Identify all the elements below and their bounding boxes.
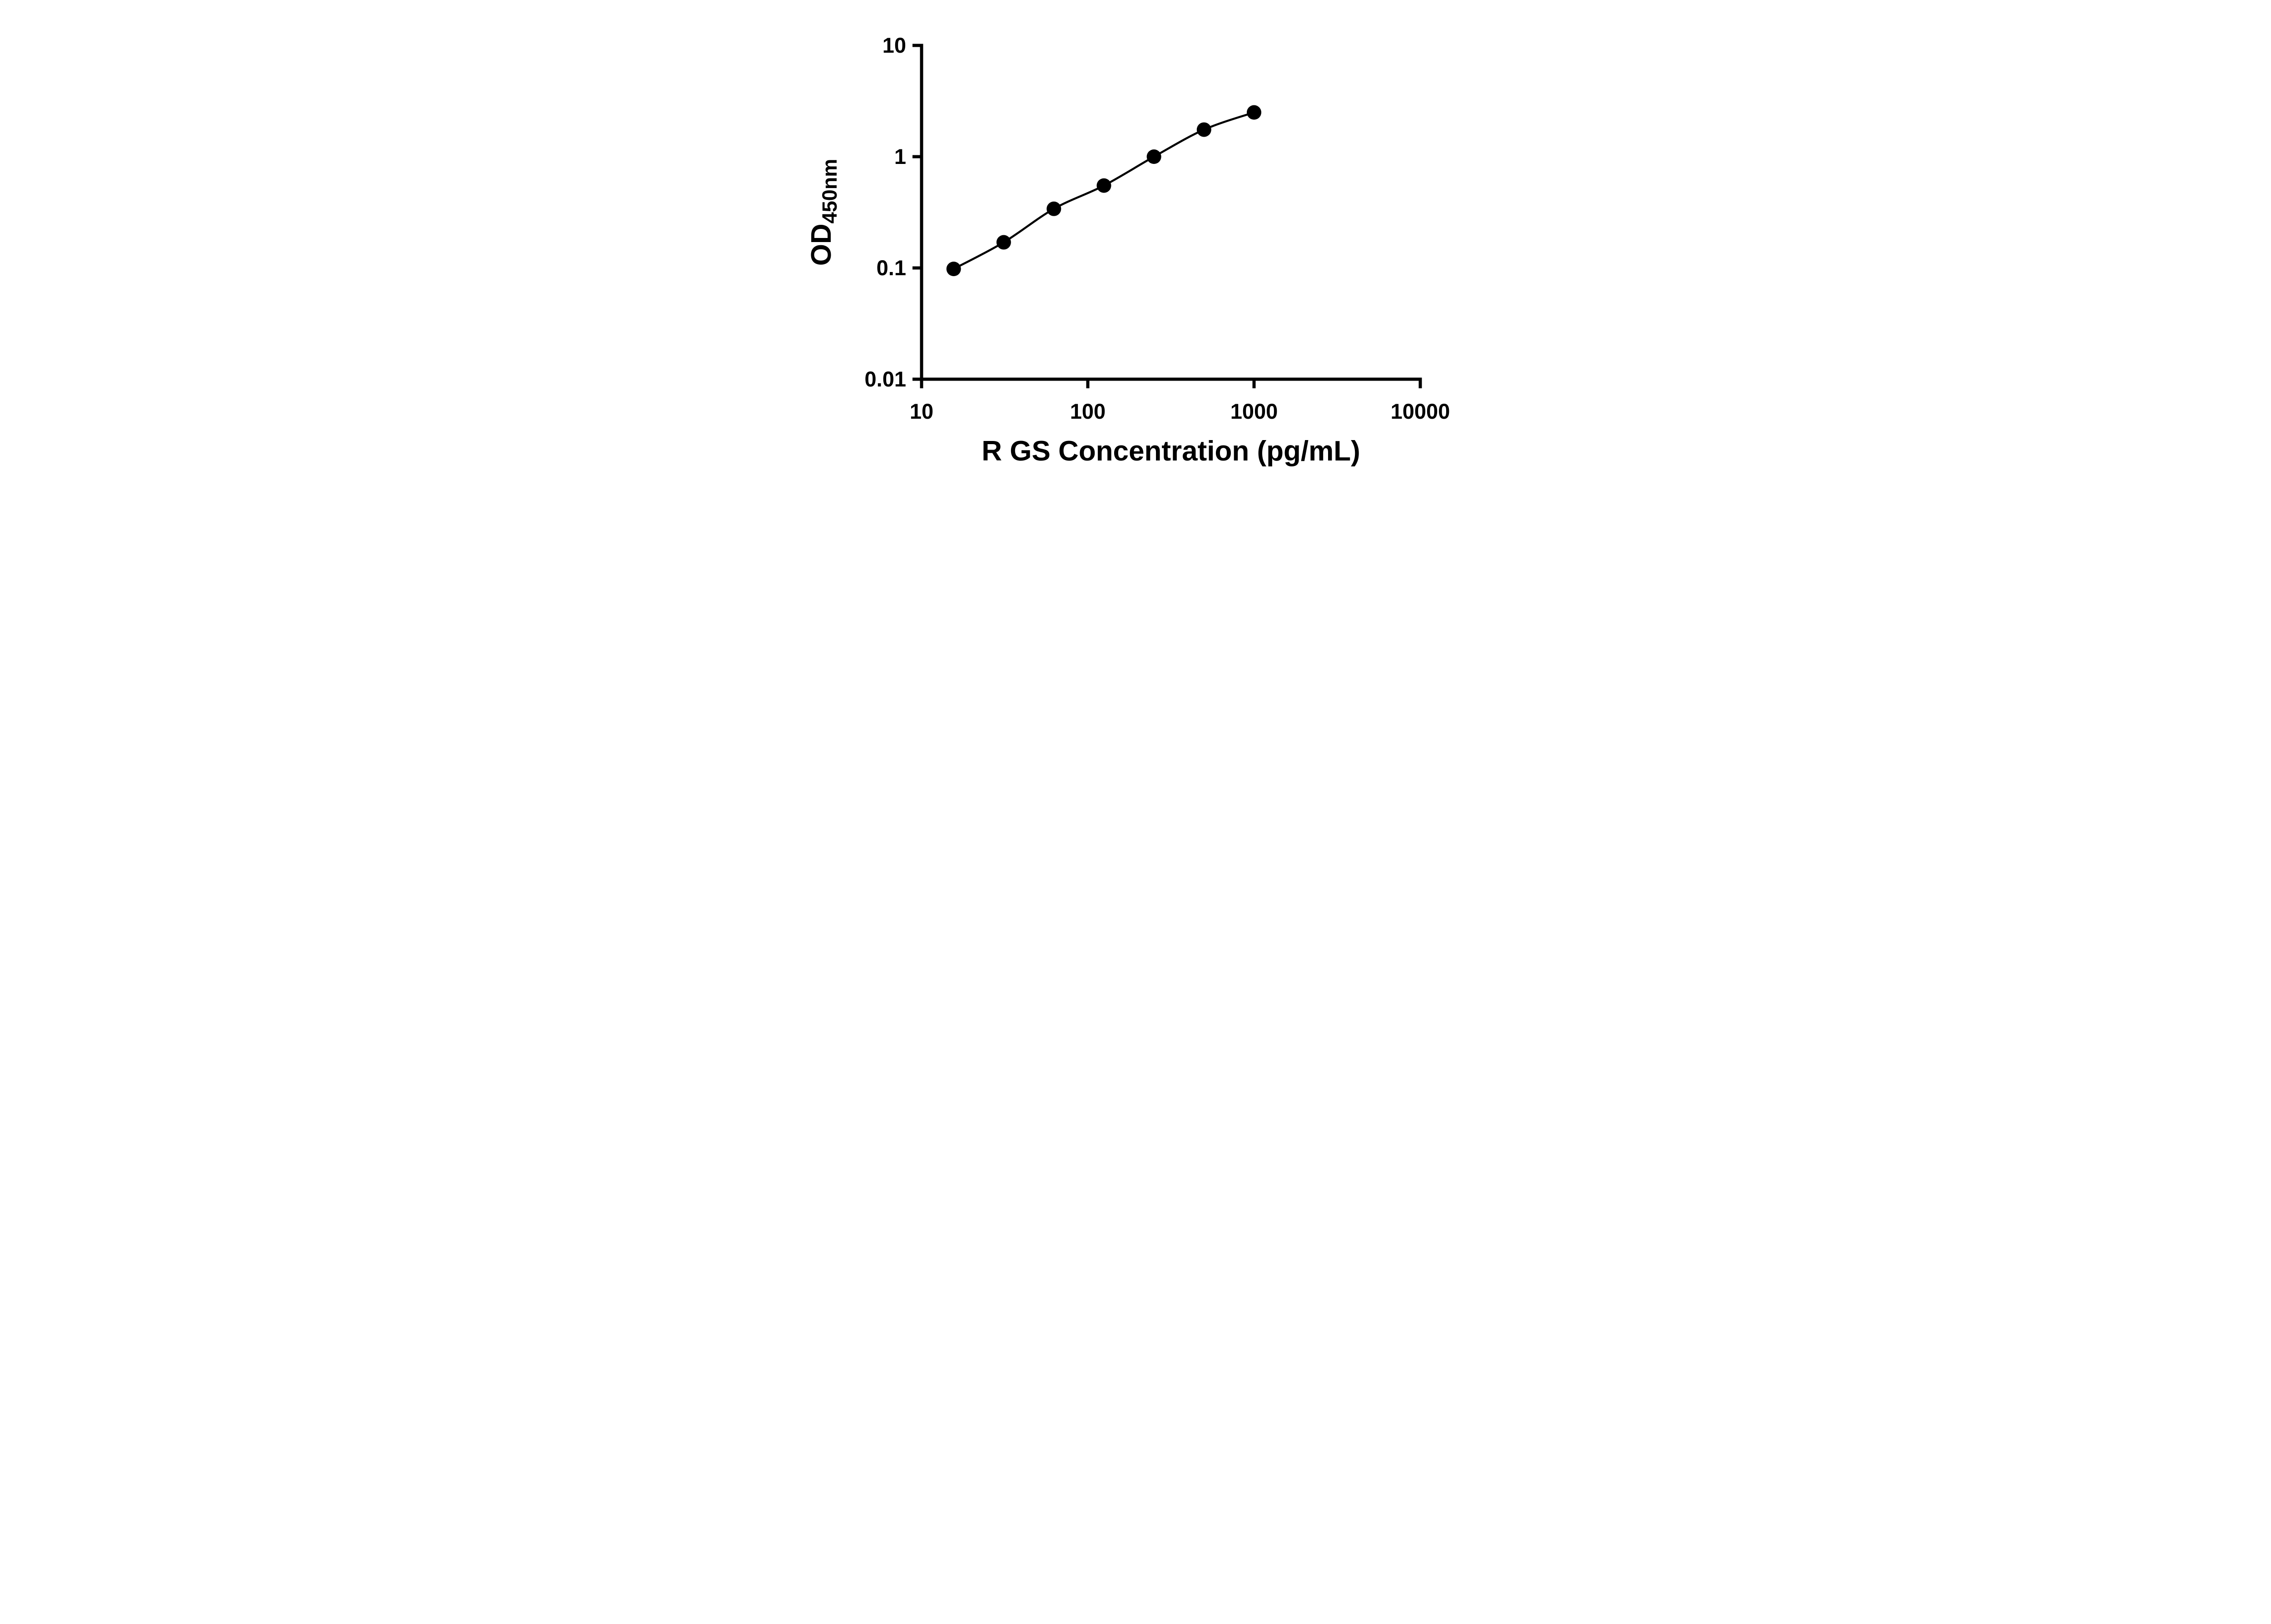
y-tick-label: 0.1: [877, 256, 906, 280]
data-point: [1046, 201, 1061, 216]
x-tick-label: 100: [1070, 399, 1106, 423]
y-axis-title-main: OD: [806, 223, 837, 266]
page: 10 100 1000 10000 0.01 0.1 1 10 R GS Concentrati…: [785, 0, 1486, 487]
chart-canvas: 10 100 1000 10000 0.01 0.1 1 10 R GS Concentrati…: [785, 0, 1486, 487]
y-axis-title: OD450nm: [806, 159, 841, 266]
x-tick-label: 10000: [1391, 399, 1450, 423]
x-axis-title: R GS Concentration (pg/mL): [982, 436, 1360, 467]
data-point: [1096, 178, 1111, 193]
axes: [920, 44, 1422, 381]
y-tick-label: 1: [894, 144, 906, 168]
data-point: [1247, 105, 1261, 120]
data-point: [1196, 122, 1211, 137]
x-tick-label: 1000: [1230, 399, 1278, 423]
elisa-standard-curve-figure: 10 100 1000 10000 0.01 0.1 1 10 R GS Concentrati…: [785, 0, 1486, 487]
data-point: [996, 235, 1011, 250]
y-tick-label: 0.01: [865, 367, 906, 391]
y-axis-title-subscript: 450nm: [818, 159, 841, 224]
data-point: [1146, 149, 1161, 164]
x-tick-label: 10: [910, 399, 933, 423]
y-tick-label: 10: [883, 33, 906, 57]
data-point: [946, 262, 961, 277]
